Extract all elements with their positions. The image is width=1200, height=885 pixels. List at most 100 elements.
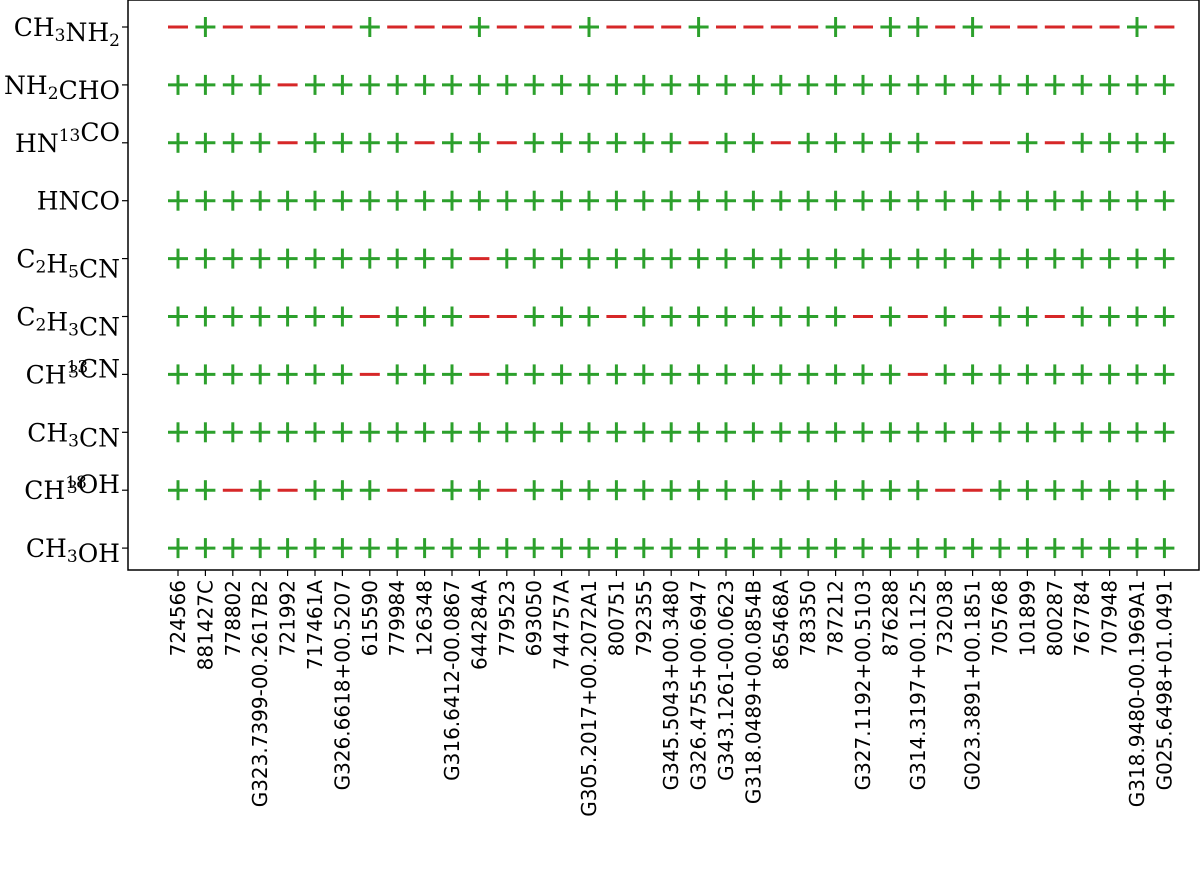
detected-marker [168,538,188,559]
detected-marker [1127,306,1147,327]
detected-marker [1017,74,1038,95]
y-tick-label: CH3NH2 [14,13,120,51]
detected-marker [825,364,846,385]
detected-marker [853,364,873,385]
detected-marker [1127,364,1147,385]
detected-marker [1099,132,1120,153]
detected-marker [250,480,271,501]
detected-marker [1099,248,1120,269]
detected-marker [990,306,1010,327]
detected-marker [359,538,380,559]
detected-marker [442,480,462,501]
detected-marker [633,364,654,385]
detected-marker [1099,538,1120,559]
detected-marker [825,17,846,37]
detected-marker [1154,306,1175,327]
detected-marker [524,538,545,559]
detected-marker [305,132,325,153]
detected-marker [1017,190,1038,211]
detected-marker [935,538,956,559]
x-tick-label: 800751 [604,580,628,656]
detected-marker [880,422,901,443]
detected-marker [1044,74,1065,95]
detected-marker [469,480,490,501]
detected-marker [661,422,682,443]
detected-marker [195,132,216,153]
detected-marker [332,248,353,269]
detected-marker [168,190,188,211]
detected-marker [1154,132,1175,153]
detected-marker [962,74,983,95]
detected-marker [907,480,928,501]
detected-marker [551,422,572,443]
detected-marker [853,74,873,95]
detected-marker [414,74,435,95]
x-tick-label: 615590 [358,580,382,656]
detected-marker [442,190,462,211]
detected-marker [1099,480,1120,501]
detected-marker [469,17,490,37]
detected-marker [305,306,325,327]
detected-marker [387,132,408,153]
detected-marker [688,17,709,37]
detected-marker [1099,190,1120,211]
detected-marker [798,190,819,211]
detected-marker [305,422,325,443]
detected-marker [222,364,243,385]
detected-marker [222,132,243,153]
detected-marker [606,364,627,385]
detected-marker [305,480,325,501]
detected-marker [798,306,819,327]
detected-marker [743,190,764,211]
detected-marker [1099,306,1120,327]
detected-marker [661,132,682,153]
detected-marker [990,538,1010,559]
detected-marker [496,538,517,559]
x-tick-label: 693050 [522,580,546,656]
detected-marker [277,248,298,269]
detected-marker [853,190,873,211]
detected-marker [414,538,435,559]
detected-marker [387,422,408,443]
detected-marker [250,132,271,153]
detected-marker [1044,538,1065,559]
detected-marker [496,422,517,443]
detected-marker [935,306,956,327]
detected-marker [195,17,216,37]
detected-marker [633,422,654,443]
detected-marker [332,364,353,385]
detected-marker [1044,422,1065,443]
detected-marker [770,74,791,95]
detected-marker [688,248,709,269]
detected-marker [359,132,380,153]
detected-marker [579,538,599,559]
x-tick-label: 721992 [276,580,300,656]
detected-marker [606,538,627,559]
detected-marker [387,306,408,327]
detected-marker [332,538,353,559]
detected-marker [606,248,627,269]
x-tick-labels: 724566 881427C 778802 G323.7399-00.2617B2 72… [166,580,1176,817]
x-tick-label: 126348 [413,580,437,656]
detected-marker [798,422,819,443]
detected-marker [743,480,764,501]
detected-marker [990,74,1010,95]
detected-marker [716,190,736,211]
x-tick-label: G323.7399-00.2617B2 [248,580,272,807]
detected-marker [962,17,983,37]
detected-marker [551,364,572,385]
detected-marker [469,132,490,153]
x-tick-label: G023.3891+00.1851 [961,580,985,790]
detected-marker [1072,132,1093,153]
detected-marker [579,306,599,327]
detected-marker [853,248,873,269]
x-tick-label: G318.0489+00.0854B [741,580,765,804]
detected-marker [853,538,873,559]
x-tick-label: 707948 [1098,580,1122,656]
detected-marker [935,248,956,269]
detected-marker [825,132,846,153]
detected-marker [743,132,764,153]
detected-marker [387,190,408,211]
x-tick-label: 644284A [467,580,491,670]
detected-marker [606,74,627,95]
